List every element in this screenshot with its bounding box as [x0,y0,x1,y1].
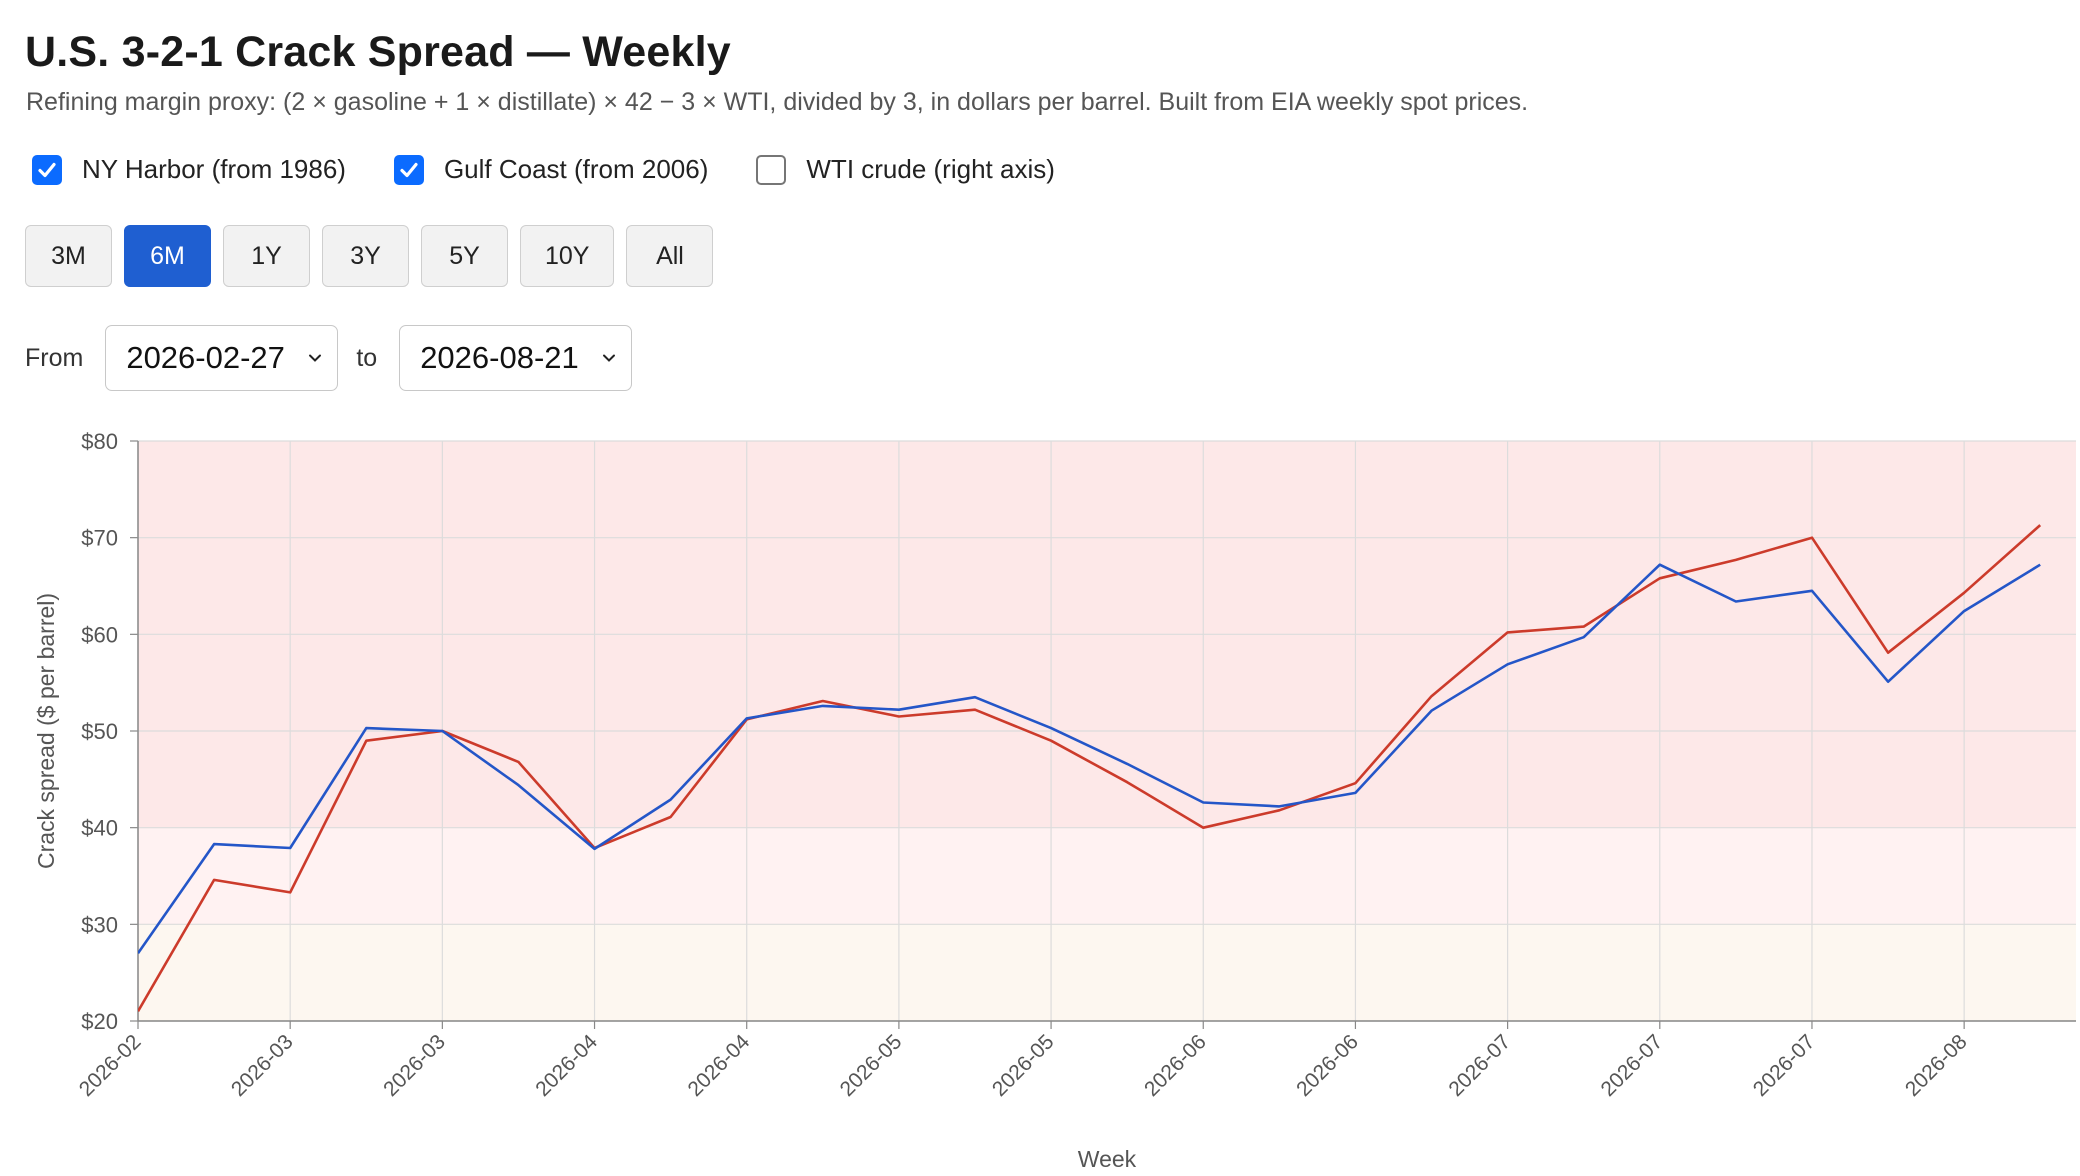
range-button-10y[interactable]: 10Y [520,225,615,287]
x-axis-title: Week [1078,1146,1137,1172]
from-date-value: 2026-02-27 [126,340,285,375]
y-tick-label: $50 [81,719,118,744]
series-line-0 [138,563,2041,955]
range-buttons: 3M 6M 1Y 3Y 5Y 10Y All [25,225,725,287]
wti-crude-checkbox[interactable] [756,154,787,185]
toggle-ny-harbor[interactable]: NY Harbor (from 1986) [32,154,346,185]
page-title: U.S. 3-2-1 Crack Spread — Weekly [25,28,731,76]
x-tick-label: 2026-06 [1140,1030,1211,1101]
range-button-5y[interactable]: 5Y [421,225,508,287]
to-date-value: 2026-08-21 [420,340,579,375]
gulf-coast-checkbox[interactable] [393,154,424,185]
x-tick-label: 2026-04 [683,1030,754,1101]
ny-harbor-label: NY Harbor (from 1986) [82,154,346,184]
band-2 [138,924,2076,1021]
checkmark-icon [38,162,56,177]
chevron-down-icon [309,354,322,362]
series-toggles: NY Harbor (from 1986) Gulf Coast (from 2… [32,154,1103,185]
range-button-3m[interactable]: 3M [25,225,112,287]
band-1 [138,827,2076,925]
y-tick-label: $70 [81,526,118,551]
x-tick-label: 2026-03 [379,1030,450,1101]
range-button-6m[interactable]: 6M [124,225,211,287]
y-tick-label: $40 [81,816,118,841]
y-tick-label: $20 [81,1009,118,1034]
x-tick-label: 2026-07 [1597,1030,1668,1101]
x-tick-label: 2026-04 [531,1030,602,1101]
x-tick-label: 2026-02 [75,1030,146,1101]
range-button-3y[interactable]: 3Y [322,225,409,287]
chevron-down-icon [603,354,616,362]
x-tick-label: 2026-06 [1292,1030,1363,1101]
y-axis-title: Crack spread ($ per barrel) [33,593,59,869]
wti-crude-label: WTI crude (right axis) [806,154,1055,184]
from-label: From [25,343,84,372]
from-date-select[interactable]: 2026-02-27 [105,325,339,391]
date-range: From 2026-02-27 to 2026-08-21 [25,325,650,391]
crack-spread-chart: $20 $30 $40 $50 $60 $70 $80 2026-02 2026-03 2026-… [33,429,2076,1172]
checkmark-icon [400,162,418,177]
x-tick-label: 2026-03 [227,1030,298,1101]
y-tick-label: $30 [81,912,118,937]
y-tick-label: $80 [81,429,118,454]
toggle-gulf-coast[interactable]: Gulf Coast (from 2006) [393,154,709,185]
x-tick-label: 2026-07 [1749,1030,1820,1101]
series-line-1 [138,524,2042,1012]
range-button-all[interactable]: All [626,225,714,287]
x-tick-label: 2026-05 [836,1030,907,1101]
range-button-1y[interactable]: 1Y [223,225,310,287]
y-tick-label: $60 [81,622,118,647]
to-date-select[interactable]: 2026-08-21 [399,325,633,391]
to-label: to [356,343,378,372]
page-subtitle: Refining margin proxy: (2 × gasoline + 1… [26,88,1529,116]
ny-harbor-checkbox[interactable] [32,154,62,185]
x-tick-label: 2026-05 [988,1030,1059,1101]
x-tick-label: 2026-07 [1444,1030,1515,1101]
gulf-coast-label: Gulf Coast (from 2006) [443,154,709,184]
x-tick-label: 2026-08 [1901,1030,1972,1101]
toggle-wti-crude[interactable]: WTI crude (right axis) [756,154,1055,185]
